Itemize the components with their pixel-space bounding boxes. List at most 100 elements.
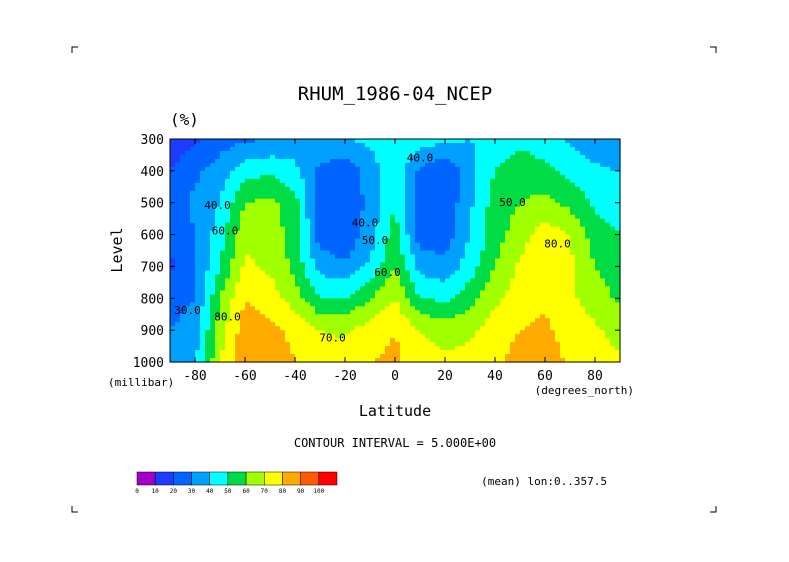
heatmap-cell xyxy=(390,162,396,168)
heatmap-cell xyxy=(340,238,346,244)
heatmap-cell xyxy=(285,302,291,307)
heatmap-cell xyxy=(540,282,546,287)
heatmap-cell xyxy=(390,290,396,295)
heatmap-cell xyxy=(415,158,421,164)
heatmap-cell xyxy=(200,350,206,355)
heatmap-cell xyxy=(260,154,266,160)
heatmap-cell xyxy=(420,254,426,260)
heatmap-cell xyxy=(510,166,516,172)
heatmap-cell xyxy=(210,142,216,148)
heatmap-cell xyxy=(215,146,221,152)
heatmap-cell xyxy=(280,258,286,264)
heatmap-cell xyxy=(435,166,441,172)
heatmap-cell xyxy=(360,226,366,232)
heatmap-cell xyxy=(495,142,501,148)
heatmap-cell xyxy=(435,190,441,196)
heatmap-cell xyxy=(290,194,296,200)
heatmap-cell xyxy=(375,294,381,299)
heatmap-cell xyxy=(490,214,496,220)
heatmap-cell xyxy=(480,266,486,272)
heatmap-cell xyxy=(580,154,586,160)
heatmap-cell xyxy=(445,294,451,299)
heatmap-cell xyxy=(340,218,346,224)
heatmap-cell xyxy=(495,206,501,212)
heatmap-cell xyxy=(410,206,416,212)
heatmap-cell xyxy=(350,350,356,355)
heatmap-cell xyxy=(605,342,611,347)
heatmap-cell xyxy=(570,266,576,272)
heatmap-cell xyxy=(225,278,231,283)
heatmap-cell xyxy=(540,226,546,232)
heatmap-cell xyxy=(170,190,176,196)
heatmap-cell xyxy=(280,302,286,307)
heatmap-cell xyxy=(475,150,481,156)
heatmap-cell xyxy=(335,206,341,212)
heatmap-cell xyxy=(170,214,176,220)
heatmap-cell xyxy=(300,250,306,256)
heatmap-cell xyxy=(230,150,236,156)
heatmap-cell xyxy=(270,186,276,192)
heatmap-cell xyxy=(615,146,621,152)
heatmap-cell xyxy=(580,139,586,144)
heatmap-cell xyxy=(320,210,326,216)
heatmap-cell xyxy=(310,278,316,283)
heatmap-cell xyxy=(550,198,556,204)
heatmap-cell xyxy=(500,338,506,343)
heatmap-cell xyxy=(295,270,301,275)
heatmap-cell xyxy=(600,222,606,228)
heatmap-cell xyxy=(285,210,291,216)
heatmap-cell xyxy=(380,342,386,347)
heatmap-cell xyxy=(555,146,561,152)
heatmap-cell xyxy=(195,206,201,212)
heatmap-cell xyxy=(470,198,476,204)
heatmap-cell xyxy=(335,162,341,168)
heatmap-cell xyxy=(515,270,521,275)
heatmap-cell xyxy=(275,230,281,236)
heatmap-cell xyxy=(530,214,536,220)
heatmap-cell xyxy=(400,290,406,295)
heatmap-cell xyxy=(440,230,446,236)
heatmap-cell xyxy=(225,158,231,164)
heatmap-cell xyxy=(500,330,506,335)
heatmap-cell xyxy=(595,198,601,204)
heatmap-cell xyxy=(430,222,436,228)
heatmap-cell xyxy=(475,139,481,144)
heatmap-cell xyxy=(510,246,516,252)
heatmap-cell xyxy=(265,334,271,339)
heatmap-cell xyxy=(240,150,246,156)
heatmap-cell xyxy=(565,230,571,236)
heatmap-cell xyxy=(180,242,186,248)
heatmap-cell xyxy=(555,326,561,331)
heatmap-cell xyxy=(310,170,316,176)
heatmap-cell xyxy=(355,222,361,228)
heatmap-cell xyxy=(470,139,476,144)
heatmap-cell xyxy=(395,254,401,260)
heatmap-cell xyxy=(440,150,446,156)
heatmap-cell xyxy=(215,234,221,240)
heatmap-cell xyxy=(290,258,296,264)
heatmap-cell xyxy=(435,234,441,240)
heatmap-cell xyxy=(375,194,381,200)
heatmap-cell xyxy=(460,234,466,240)
heatmap-cell xyxy=(210,290,216,295)
heatmap-cell xyxy=(405,194,411,200)
heatmap-cell xyxy=(585,194,591,200)
heatmap-cell xyxy=(510,218,516,224)
heatmap-cell xyxy=(345,198,351,204)
heatmap-cell xyxy=(205,302,211,307)
heatmap-cell xyxy=(530,222,536,228)
heatmap-cell xyxy=(465,186,471,192)
heatmap-cell xyxy=(465,210,471,216)
heatmap-cell xyxy=(495,162,501,168)
heatmap-cell xyxy=(615,178,621,184)
heatmap-cell xyxy=(320,174,326,180)
heatmap-cell xyxy=(515,354,521,359)
heatmap-cell xyxy=(375,346,381,351)
heatmap-cell xyxy=(290,326,296,331)
heatmap-cell xyxy=(515,282,521,287)
heatmap-cell xyxy=(450,242,456,248)
heatmap-cell xyxy=(255,194,261,200)
heatmap-cell xyxy=(310,238,316,244)
heatmap-cell xyxy=(295,334,301,339)
heatmap-cell xyxy=(355,190,361,196)
